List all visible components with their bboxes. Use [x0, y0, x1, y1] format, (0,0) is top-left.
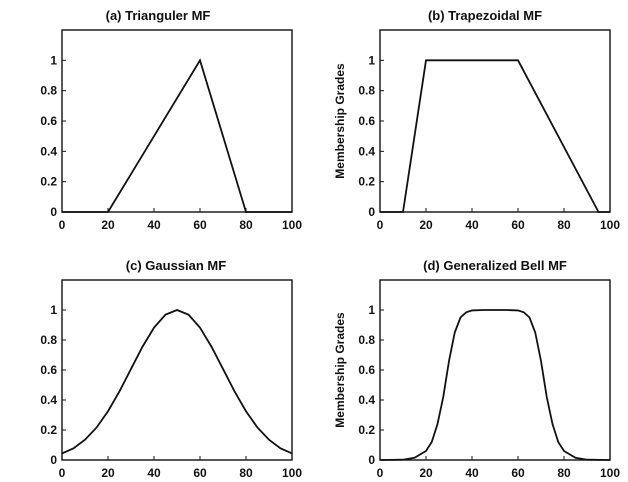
panel-d-ytick-label: 1 — [368, 303, 375, 317]
panel-d-xtick-label: 60 — [511, 466, 525, 480]
panel-d-xtick-label: 20 — [419, 466, 433, 480]
panel-b-ytick-label: 0.2 — [358, 175, 375, 189]
panel-b-title: (b) Trapezoidal MF — [428, 8, 542, 23]
panel-a-title: (a) Trianguler MF — [106, 8, 211, 23]
panel-b-ytick-label: 0.8 — [358, 84, 375, 98]
panel-d-curve — [379, 309, 611, 461]
panel-c-title: (c) Gaussian MF — [126, 258, 226, 273]
panel-d-ytick-label: 0.4 — [358, 393, 375, 407]
panel-d-xtick-label: 40 — [465, 466, 479, 480]
panel-b-xtick-label: 80 — [557, 218, 571, 232]
panel-d-ytick-label: 0.8 — [358, 333, 375, 347]
panel-c-xtick-label: 100 — [282, 466, 302, 480]
panel-d-ytick-label: 0.2 — [358, 423, 375, 437]
panel-b-xtick-label: 100 — [600, 218, 620, 232]
panel-c-ytick-label: 1 — [50, 303, 57, 317]
panel-a-xtick-label: 100 — [282, 218, 302, 232]
panel-b-xtick-label: 20 — [419, 218, 433, 232]
panel-a-frame — [61, 29, 293, 213]
panel-c-ytick-label: 0.6 — [40, 363, 57, 377]
panel-b-ytick-label: 1 — [368, 53, 375, 67]
panel-b-xtick-label: 0 — [377, 218, 384, 232]
panel-b-ylabel: Membership Grades — [333, 63, 347, 179]
panel-c-ytick-label: 0.4 — [40, 393, 57, 407]
panel-d-ticks: 0 20 40 60 80 100 0 0.2 0.4 0.6 0.8 1 — [358, 303, 620, 480]
panel-a-xtick-label: 40 — [147, 218, 161, 232]
panel-a: (a) Trianguler MF 0 20 40 60 80 100 0 0.2 0.4 0.6… — [40, 8, 302, 232]
panel-b-curve — [380, 59, 610, 213]
panel-d-ytick-label: 0.6 — [358, 363, 375, 377]
panel-a-ytick-label: 0.6 — [40, 114, 57, 128]
panel-d-ytick-label: 0 — [368, 453, 375, 467]
panel-d-xtick-label: 0 — [377, 466, 384, 480]
panel-c-xtick-label: 60 — [193, 466, 207, 480]
panel-c-ticks: 0 20 40 60 80 100 0 0.2 0.4 0.6 0.8 1 — [40, 303, 302, 480]
panel-d-ylabel: Membership Grades — [333, 312, 347, 428]
panel-b-ytick-label: 0.6 — [358, 114, 375, 128]
panel-a-curve — [62, 58, 292, 213]
panel-c-xtick-label: 40 — [147, 466, 161, 480]
panel-c: (c) Gaussian MF 0 20 40 60 80 100 0 0.2 0.4 0.6 0.… — [40, 258, 302, 480]
panel-c-xtick-label: 20 — [101, 466, 115, 480]
panel-b-ytick-label: 0.4 — [358, 144, 375, 158]
panel-d-xtick-label: 80 — [557, 466, 571, 480]
panel-a-xtick-label: 20 — [101, 218, 115, 232]
panel-a-ytick-label: 1 — [50, 53, 57, 67]
panel-c-ytick-label: 0.2 — [40, 423, 57, 437]
panel-d-frame — [379, 279, 611, 461]
panel-c-ytick-label: 0.8 — [40, 333, 57, 347]
panel-c-curve — [61, 309, 293, 455]
panel-a-ytick-label: 0.2 — [40, 175, 57, 189]
panel-a-xtick-label: 80 — [239, 218, 253, 232]
panel-b-xtick-label: 60 — [511, 218, 525, 232]
panel-d-xtick-label: 100 — [600, 466, 620, 480]
panel-c-frame — [61, 279, 293, 461]
panel-a-ytick-label: 0.8 — [40, 84, 57, 98]
panel-b-xtick-label: 40 — [465, 218, 479, 232]
panel-b-frame — [379, 29, 611, 213]
panel-c-xtick-label: 80 — [239, 466, 253, 480]
panel-a-ytick-label: 0.4 — [40, 144, 57, 158]
panel-a-ytick-label: 0 — [50, 205, 57, 219]
panel-a-xtick-label: 60 — [193, 218, 207, 232]
panel-b-ticks: 0 20 40 60 80 100 0 0.2 0.4 0.6 0.8 1 — [358, 53, 620, 232]
panel-c-xtick-label: 0 — [59, 466, 66, 480]
panel-c-ytick-label: 0 — [50, 453, 57, 467]
panel-a-ticks: 0 20 40 60 80 100 0 0.2 0.4 0.6 0.8 1 — [40, 53, 302, 232]
panel-b: (b) Trapezoidal MF Membership Grades 0 20… — [333, 8, 620, 232]
panel-a-xtick-label: 0 — [59, 218, 66, 232]
panel-b-ytick-label: 0 — [368, 205, 375, 219]
panel-d: (d) Generalized Bell MF Membership Grade… — [333, 258, 620, 480]
panel-d-title: (d) Generalized Bell MF — [423, 258, 567, 273]
